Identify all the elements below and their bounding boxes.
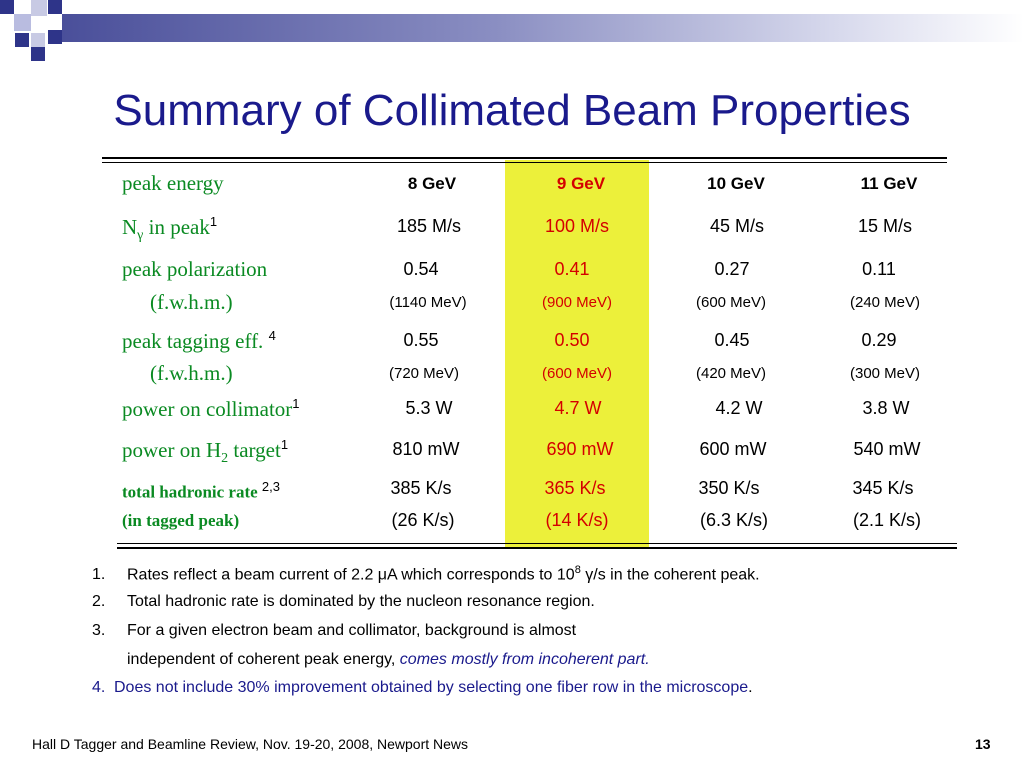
cell-tag-fwhm-11gev: (300 MeV)	[849, 365, 921, 382]
cell-power-collimator-10gev: 4.2 W	[715, 398, 763, 418]
cell-tagging-11gev: 0.29	[861, 330, 897, 350]
decor-square	[14, 14, 31, 31]
footnote-2: 2. Total hadronic rate is dominated by th…	[92, 593, 595, 610]
cell-tagged-10gev: (6.3 K/s)	[699, 510, 769, 530]
table-bottom-rule	[117, 543, 957, 544]
decor-square	[15, 33, 29, 47]
footnote-3: 3. For a given electron beam and collimat…	[92, 622, 577, 639]
cell-polarization-11gev: 0.11	[862, 259, 896, 279]
col-header-10gev: 10 GeV	[707, 174, 765, 193]
cell-power-h2-10gev: 600 mW	[699, 439, 767, 459]
cell-tagging-8gev: 0.55	[403, 330, 439, 350]
cell-tagged-11gev: (2.1 K/s)	[852, 510, 922, 530]
cell-hadronic-9gev: 365 K/s	[544, 478, 606, 498]
col-header-9gev: 9 GeV	[556, 174, 606, 193]
cell-tagging-9gev: 0.50	[554, 330, 590, 350]
cell-power-h2-9gev: 690 mW	[546, 439, 614, 459]
cell-polarization-8gev: 0.54	[403, 259, 439, 279]
row-sublabel-fwhm: (f.w.h.m.)	[150, 361, 233, 385]
decor-square	[48, 0, 62, 14]
cell-pol-fwhm-11gev: (240 MeV)	[849, 294, 921, 311]
decor-square	[31, 33, 45, 47]
cell-n-gamma-10gev: 45 M/s	[709, 216, 765, 236]
row-label-power-h2: power on H2 target1	[122, 437, 289, 467]
cell-tagged-8gev: (26 K/s)	[391, 510, 455, 530]
decor-square	[31, 0, 47, 16]
cell-pol-fwhm-9gev: (900 MeV)	[541, 294, 613, 311]
decor-square	[31, 47, 45, 61]
row-sublabel-tagged-peak: (in tagged peak)	[122, 511, 240, 530]
cell-hadronic-10gev: 350 K/s	[698, 478, 760, 498]
cell-power-collimator-9gev: 4.7 W	[554, 398, 602, 418]
cell-polarization-9gev: 0.41	[554, 259, 590, 279]
cell-tagging-10gev: 0.45	[714, 330, 750, 350]
highlight-9gev-column	[505, 160, 649, 547]
cell-hadronic-8gev: 385 K/s	[390, 478, 452, 498]
cell-power-h2-11gev: 540 mW	[853, 439, 921, 459]
cell-pol-fwhm-8gev: (1140 MeV)	[389, 294, 467, 311]
footer-text: Hall D Tagger and Beamline Review, Nov. …	[32, 736, 469, 752]
cell-tag-fwhm-10gev: (420 MeV)	[695, 365, 767, 382]
cell-power-collimator-11gev: 3.8 W	[862, 398, 910, 418]
table-top-rule	[102, 157, 947, 159]
page-number: 13	[975, 736, 991, 752]
cell-n-gamma-8gev: 185 M/s	[396, 216, 462, 236]
col-header-11gev: 11 GeV	[860, 174, 918, 193]
cell-polarization-10gev: 0.27	[714, 259, 750, 279]
footnote-3-cont: independent of coherent peak energy, com…	[127, 651, 650, 668]
footnote-1: 1. Rates reflect a beam current of 2.2 μA…	[92, 564, 760, 584]
row-label-polarization: peak polarization	[122, 257, 268, 281]
row-sublabel-fwhm: (f.w.h.m.)	[150, 290, 233, 314]
cell-tag-fwhm-8gev: (720 MeV)	[388, 365, 460, 382]
row-label-peak-energy: peak energy	[122, 171, 224, 195]
cell-n-gamma-9gev: 100 M/s	[544, 216, 610, 236]
decor-square	[48, 30, 62, 44]
table-bottom-rule	[117, 547, 957, 549]
cell-tag-fwhm-9gev: (600 MeV)	[541, 365, 613, 382]
header-gradient-bar	[62, 14, 1024, 42]
decor-square	[0, 0, 14, 14]
cell-power-h2-8gev: 810 mW	[392, 439, 460, 459]
col-header-8gev: 8 GeV	[407, 174, 457, 193]
table-top-rule	[102, 162, 947, 163]
row-label-hadronic-rate: total hadronic rate 2,3	[122, 479, 280, 502]
row-label-n-gamma: Nγ in peak1	[122, 214, 218, 244]
row-label-tagging-eff: peak tagging eff. 4	[122, 328, 276, 353]
cell-pol-fwhm-10gev: (600 MeV)	[695, 294, 767, 311]
cell-tagged-9gev: (14 K/s)	[545, 510, 609, 530]
cell-n-gamma-11gev: 15 M/s	[857, 216, 913, 236]
slide-title: Summary of Collimated Beam Properties	[113, 86, 911, 135]
cell-power-collimator-8gev: 5.3 W	[405, 398, 453, 418]
footnote-4: 4. Does not include 30% improvement obtai…	[92, 679, 753, 696]
cell-hadronic-11gev: 345 K/s	[852, 478, 914, 498]
row-label-power-collimator: power on collimator1	[122, 396, 300, 421]
